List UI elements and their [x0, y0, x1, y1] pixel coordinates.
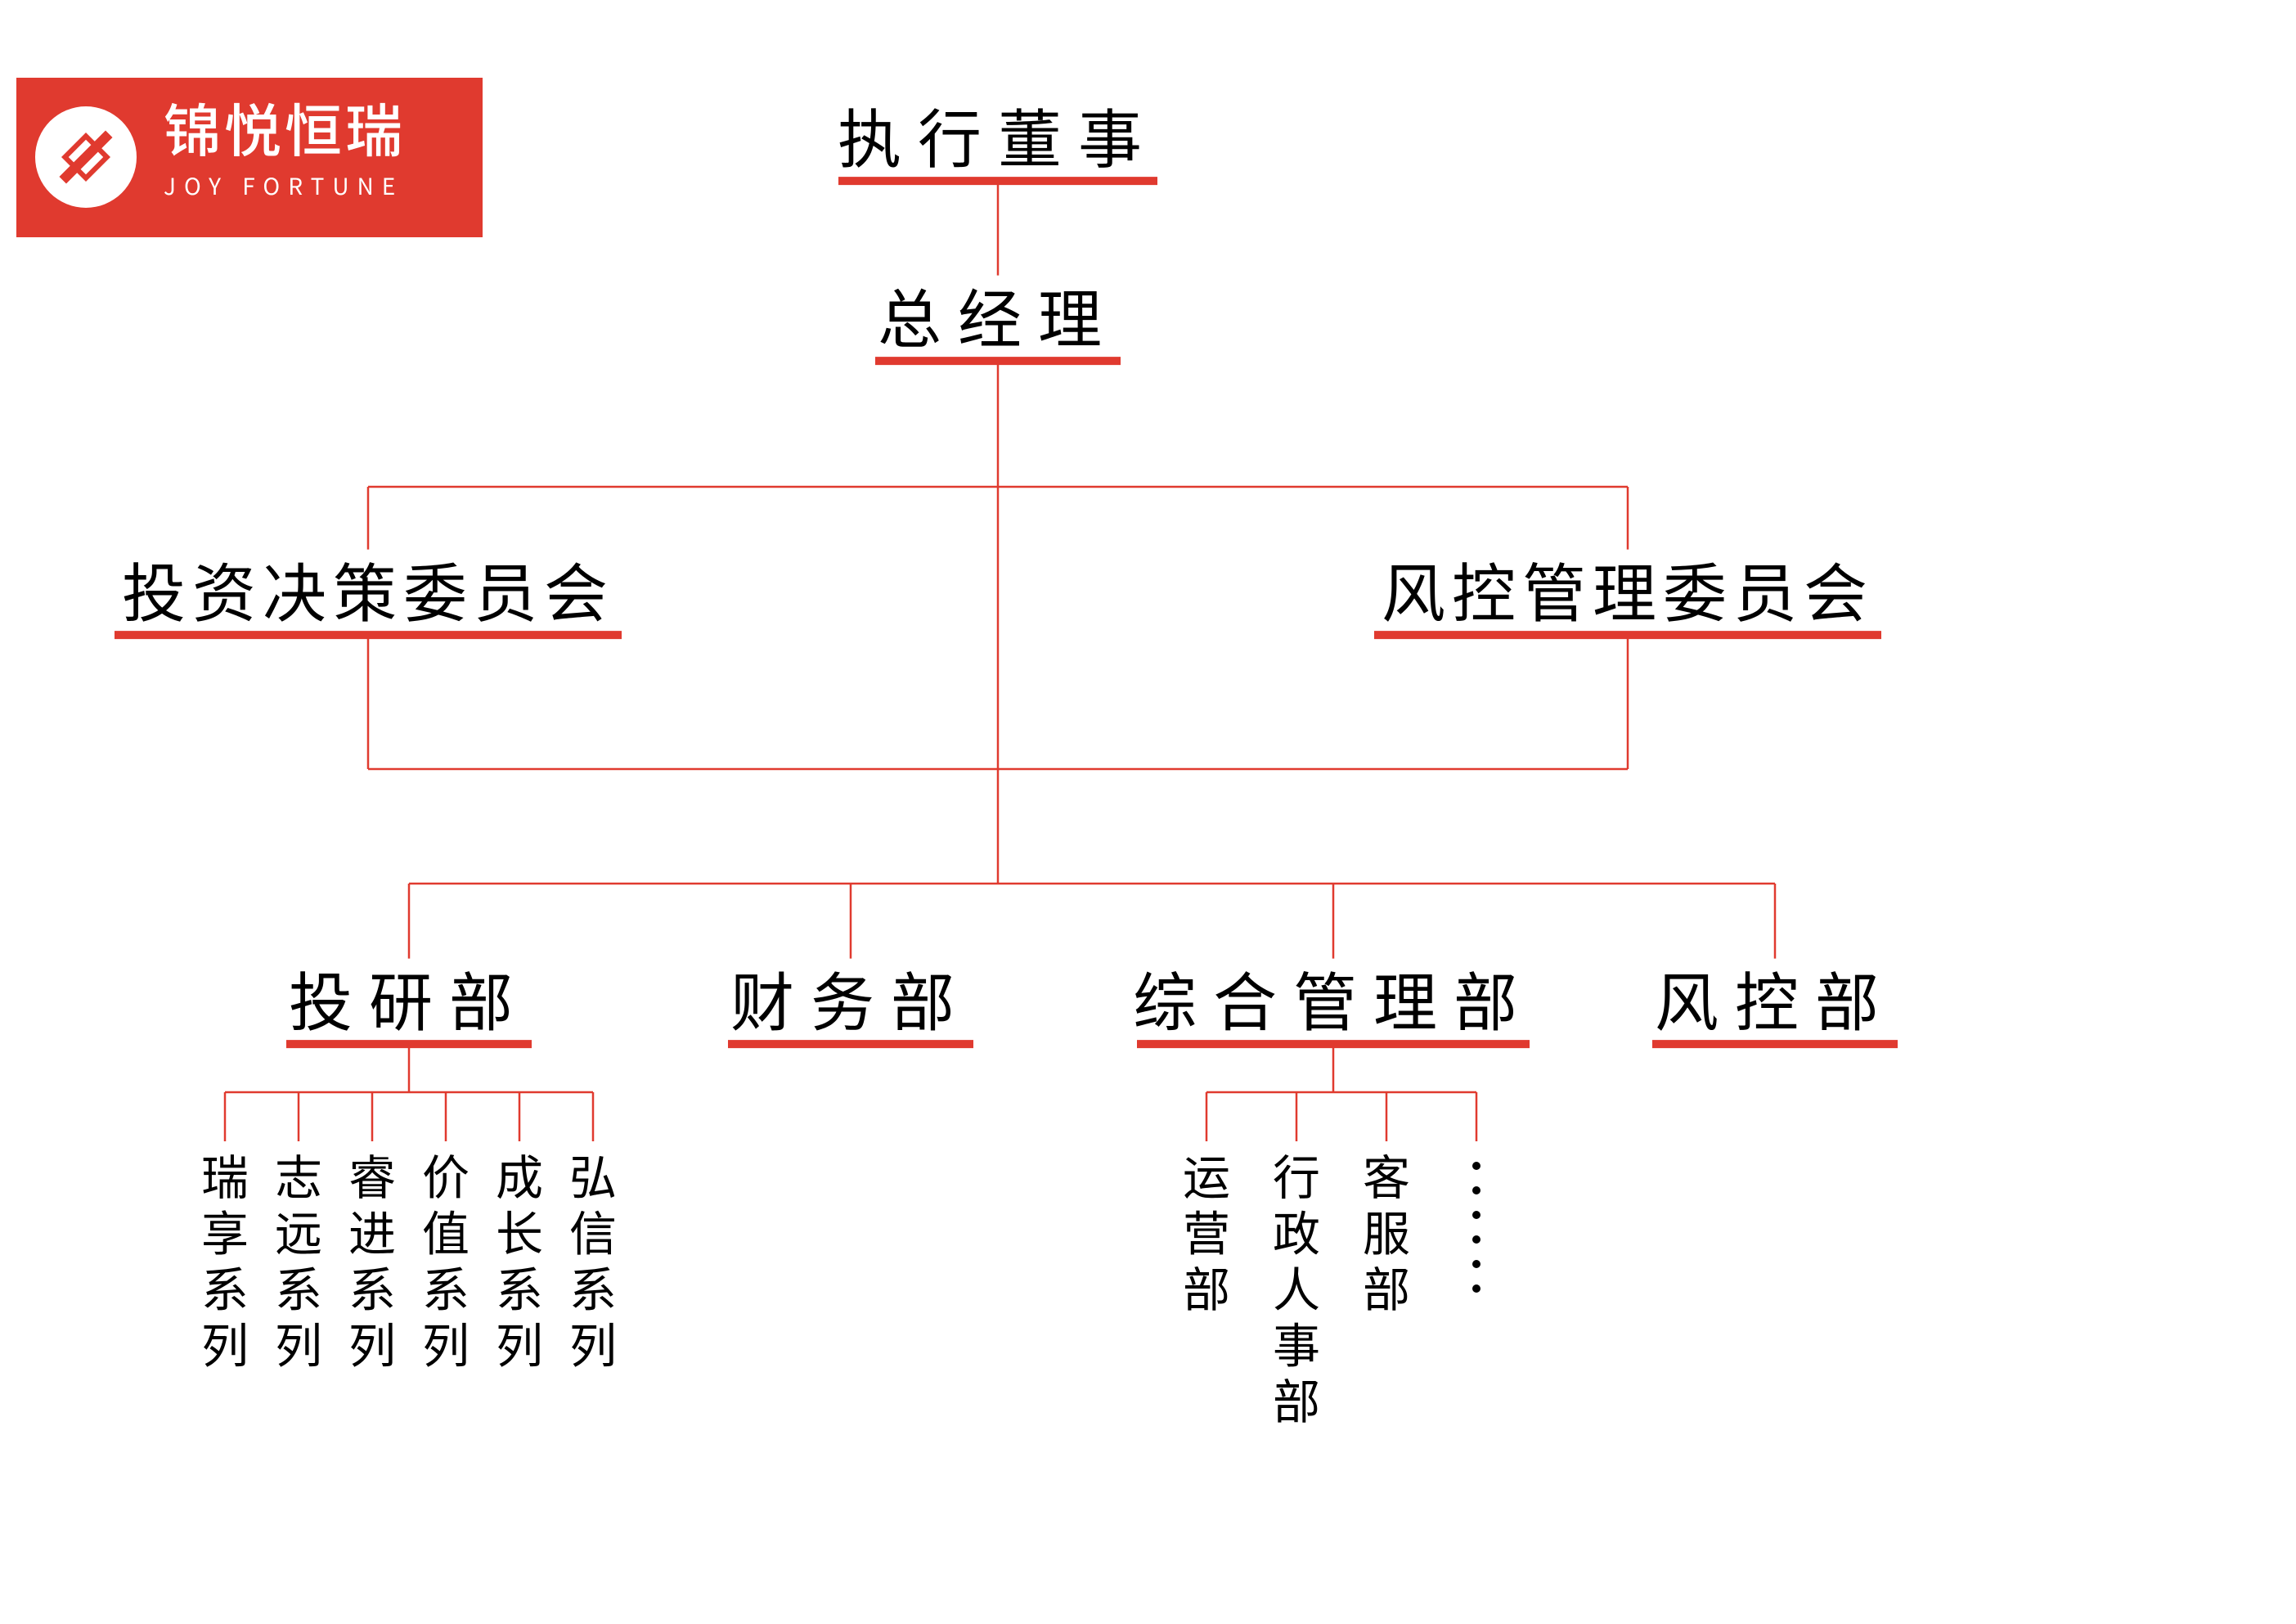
node-n7: 综合管理部 [1133, 952, 1534, 1044]
logo-text-cn: 锦悦恒瑞 [164, 86, 406, 169]
node-label-n5: 投研部 [289, 952, 529, 1044]
leaf-g5-2: 睿进系列 [348, 1140, 396, 1376]
ellipsis-dot [1472, 1211, 1480, 1219]
node-n1: 执行董事 [838, 89, 1158, 181]
node-n5: 投研部 [286, 952, 532, 1044]
node-label-n7: 综合管理部 [1133, 952, 1534, 1044]
node-label-n6: 财务部 [730, 952, 971, 1044]
ellipsis-dot [1472, 1162, 1480, 1170]
leaf-g5-1: 志远系列 [275, 1140, 322, 1376]
node-label-n1: 执行董事 [838, 89, 1158, 181]
node-n6: 财务部 [728, 952, 973, 1044]
logo: 锦悦恒瑞 JOY FORTUNE [16, 78, 483, 237]
ellipsis-dot [1472, 1284, 1480, 1293]
node-n3: 投资决策委员会 [115, 543, 622, 635]
node-n2: 总经理 [875, 269, 1121, 361]
node-n4: 风控管理委员会 [1374, 543, 1881, 635]
leaf-g5-4: 成长系列 [496, 1140, 543, 1376]
leaf-nodes: 瑞享系列志远系列睿进系列价值系列成长系列弘信系列 运营部行政人事部客服部 [201, 1140, 1480, 1433]
node-label-n3: 投资决策委员会 [122, 543, 614, 635]
node-n8: 风控部 [1652, 952, 1898, 1044]
org-chart: 锦悦恒瑞 JOY FORTUNE 执行董事总经理投资决策委员会 风控管理委员会投研… [0, 0, 2296, 1624]
leaf-g7-2: 客服部 [1363, 1140, 1410, 1320]
logo-text-en: JOY FORTUNE [164, 169, 403, 202]
leaf-g5-0: 瑞享系列 [201, 1140, 249, 1376]
logo-icon [35, 106, 137, 208]
leaf-g7-0: 运营部 [1183, 1140, 1230, 1320]
leaf-g5-3: 价值系列 [422, 1140, 470, 1376]
ellipsis-dot [1472, 1235, 1480, 1244]
ellipsis-dot [1472, 1186, 1480, 1194]
leaf-g5-5: 弘信系列 [569, 1140, 617, 1376]
node-label-n2: 总经理 [878, 269, 1118, 361]
node-label-n8: 风控部 [1655, 952, 1895, 1044]
leaf-g7-1: 行政人事部 [1273, 1140, 1320, 1433]
ellipsis-dot [1472, 1260, 1480, 1268]
node-label-n4: 风控管理委员会 [1382, 543, 1874, 635]
